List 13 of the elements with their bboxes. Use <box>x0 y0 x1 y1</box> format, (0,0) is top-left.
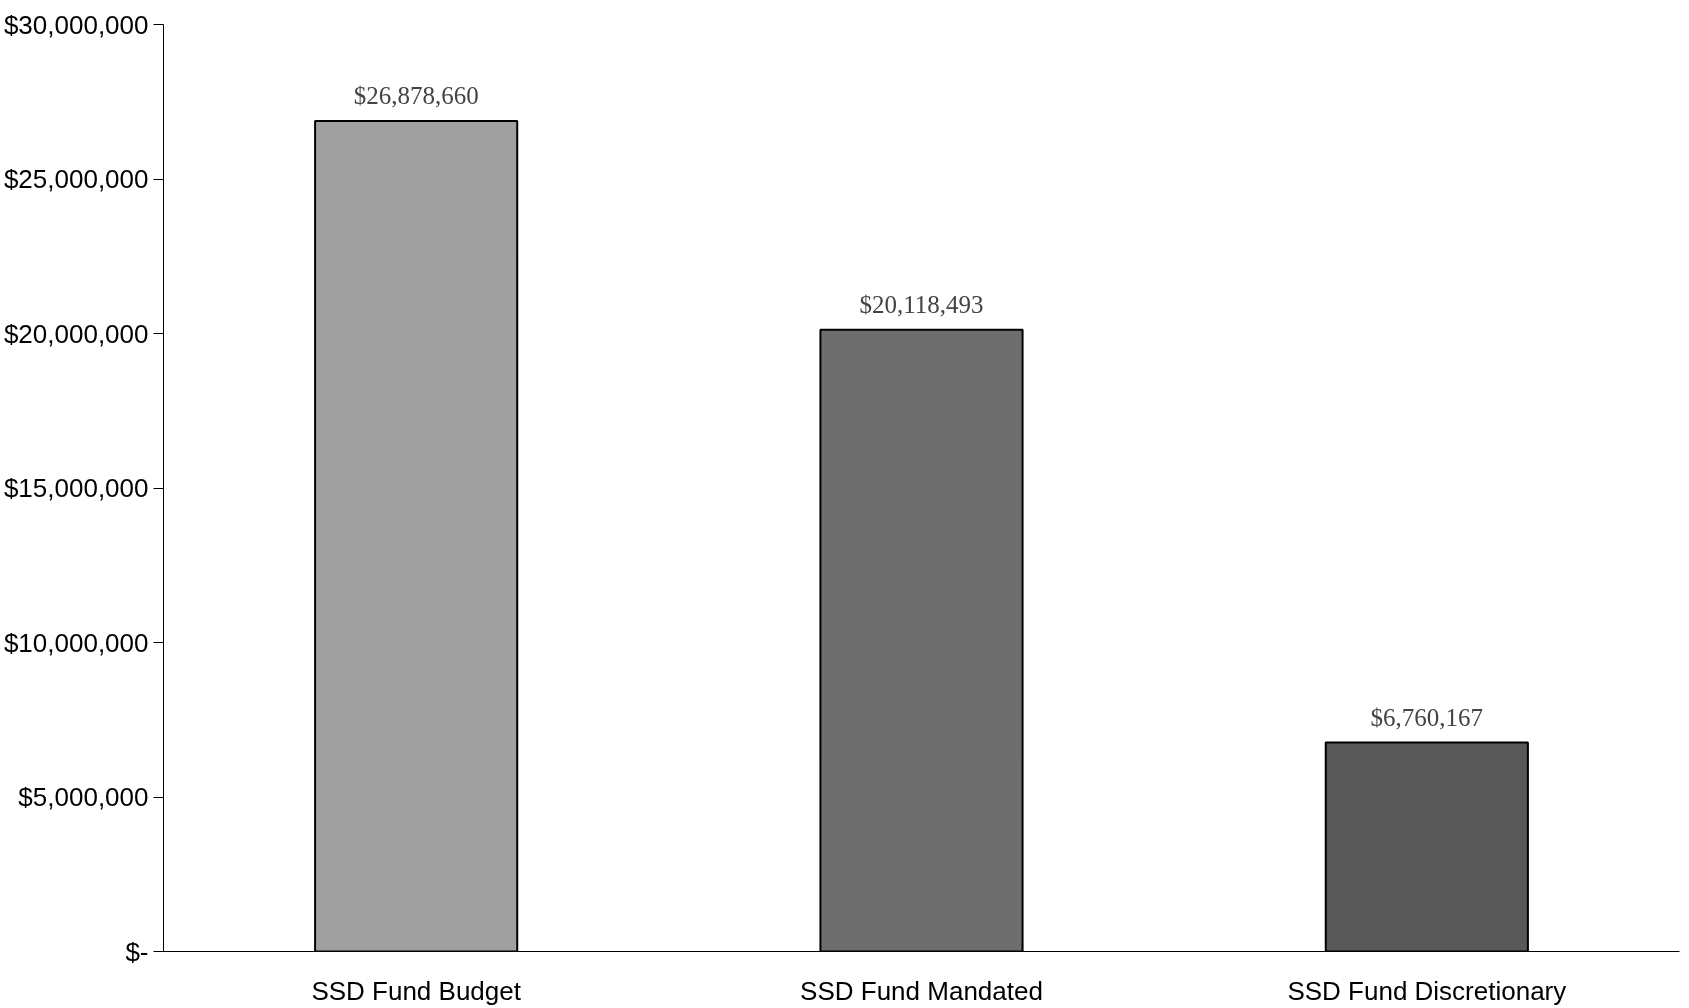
y-tick-label: $15,000,000 <box>3 473 149 503</box>
y-tick-label: $5,000,000 <box>18 782 149 812</box>
y-tick-label: $20,000,000 <box>3 318 149 349</box>
x-tick-label: SSD Fund Budget <box>311 975 522 1006</box>
data-label: $20,118,493 <box>859 290 984 318</box>
y-tick-label: $- <box>125 936 149 967</box>
x-tick-label: SSD Fund Discretionary <box>1287 975 1567 1006</box>
data-label: $26,878,660 <box>353 81 479 109</box>
data-label: $6,760,167 <box>1370 703 1484 731</box>
y-tick-label: $30,000,000 <box>3 9 149 40</box>
y-tick-label: $25,000,000 <box>3 164 149 194</box>
y-tick-label: $10,000,000 <box>3 627 149 658</box>
x-tick-label: SSD Fund Mandated <box>800 975 1043 1006</box>
